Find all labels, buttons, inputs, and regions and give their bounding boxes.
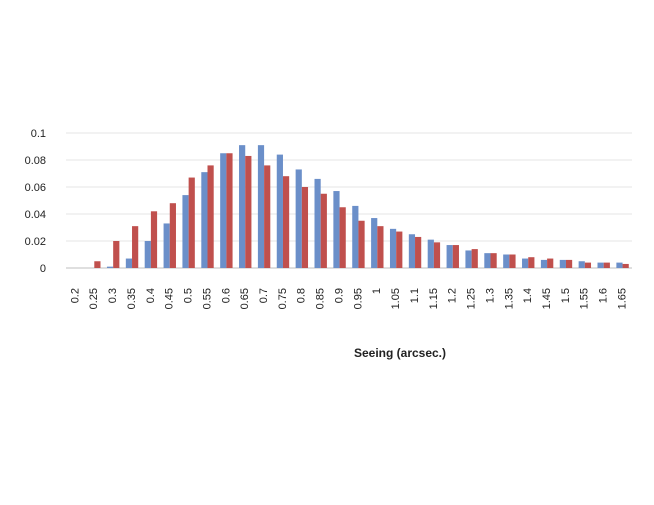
x-tick-label: 1.3: [484, 288, 496, 303]
x-tick-label: 0.6: [220, 288, 232, 303]
x-tick-label: 0.25: [88, 288, 100, 309]
bar-series-2: [433, 242, 441, 268]
gridlines: [66, 132, 632, 269]
bar-series-2: [584, 262, 592, 268]
x-tick-label: 1.5: [560, 288, 572, 303]
x-tick-label: 0.75: [277, 288, 289, 309]
bar-series-2: [94, 261, 101, 268]
x-tick-label: 1.55: [579, 288, 591, 309]
bar-series-2: [396, 231, 403, 268]
x-tick-label: 1.65: [616, 288, 628, 309]
bar-series-2: [377, 226, 384, 268]
bar-series-1: [559, 259, 566, 268]
bar-series-1: [616, 262, 623, 268]
bar-series-2: [547, 258, 554, 268]
x-tick-label: 0.95: [352, 288, 364, 309]
bar-series-1: [125, 258, 133, 268]
bar-series-1: [503, 254, 510, 268]
x-tick-label: 0.2: [69, 288, 81, 303]
bar-series-2: [339, 207, 346, 268]
y-tick-label: 0.02: [25, 236, 46, 248]
bar-series-2: [320, 193, 327, 268]
bar-series-1: [522, 258, 529, 268]
bar-series-1: [371, 218, 378, 268]
x-tick-label: 1: [371, 288, 383, 294]
bar-series-2: [301, 187, 309, 268]
bar-series-2: [509, 254, 516, 268]
bar-series-1: [257, 145, 265, 268]
bar-series-1: [276, 154, 283, 268]
x-tick-label: 1.25: [466, 288, 478, 309]
y-tick-label: 0.08: [25, 155, 46, 167]
x-tick-label: 0.55: [201, 288, 213, 309]
x-axis-title: Seeing (arcsec.): [354, 346, 446, 360]
bar-series-2: [565, 259, 573, 268]
y-tick-label: 0.06: [25, 182, 46, 194]
x-tick-label: 0.35: [126, 288, 138, 309]
bar-series-2: [490, 253, 497, 268]
bar-series-1: [597, 262, 604, 268]
bar-series-2: [188, 177, 195, 268]
x-tick-label: 1.45: [541, 288, 553, 309]
x-tick-label: 1.15: [428, 288, 440, 309]
x-tick-label: 1.05: [390, 288, 402, 309]
bars: [94, 145, 629, 268]
bar-series-1: [144, 241, 151, 268]
bar-series-1: [578, 261, 585, 268]
x-tick-label: 1.4: [522, 288, 534, 303]
bar-series-2: [471, 249, 478, 268]
bar-series-2: [113, 241, 120, 268]
bar-series-2: [264, 165, 271, 268]
x-tick-label: 1.1: [409, 288, 421, 303]
bar-series-2: [226, 153, 233, 268]
bar-series-1: [106, 266, 114, 268]
bar-series-1: [163, 223, 170, 268]
x-tick-label: 1.35: [503, 288, 515, 309]
bar-series-2: [528, 257, 535, 268]
bar-series-1: [352, 205, 359, 268]
x-tick-label: 0.8: [296, 288, 308, 303]
x-tick-label: 0.5: [183, 288, 195, 303]
y-tick-label: 0.1: [31, 128, 46, 140]
bar-series-1: [540, 259, 548, 268]
bar-series-1: [201, 172, 208, 268]
bar-series-1: [295, 169, 302, 268]
bar-series-2: [282, 176, 290, 268]
bar-series-1: [427, 239, 434, 268]
bar-series-1: [389, 228, 397, 268]
bar-series-1: [465, 250, 472, 268]
y-tick-label: 0.04: [25, 209, 46, 221]
bar-series-2: [452, 245, 459, 268]
y-tick-label: 0: [40, 263, 46, 275]
bar-series-1: [182, 195, 189, 268]
x-tick-label: 0.4: [145, 288, 157, 303]
bar-series-2: [245, 155, 252, 268]
x-tick-label: 0.45: [164, 288, 176, 309]
bar-series-1: [239, 145, 246, 268]
x-tick-label: 0.65: [239, 288, 251, 309]
bar-series-2: [150, 211, 158, 268]
x-tick-label: 1.6: [598, 288, 610, 303]
bar-series-1: [408, 234, 416, 268]
x-tick-label: 0.9: [333, 288, 345, 303]
bar-series-2: [207, 165, 214, 268]
x-tick-label: 0.85: [315, 288, 327, 309]
bar-series-1: [220, 153, 227, 268]
bar-series-2: [603, 262, 610, 268]
bar-series-2: [169, 203, 176, 268]
x-tick-label: 1.2: [447, 288, 459, 303]
bar-series-1: [314, 178, 321, 268]
x-tick-label: 0.7: [258, 288, 270, 303]
bar-series-2: [622, 263, 629, 268]
x-tick-label: 0.3: [107, 288, 119, 303]
x-tick-labels: 0.2 0.25 0.3 0.35 0.4 0.45 0.5 0.55 0.6 0.65 0.7 0.…: [69, 288, 628, 309]
bar-series-2: [415, 236, 422, 268]
bar-series-1: [333, 191, 340, 268]
y-tick-labels: 0 0.02 0.04 0.06 0.08 0.1: [25, 128, 46, 275]
bar-series-2: [358, 220, 365, 268]
bar-series-1: [484, 253, 491, 268]
bar-series-2: [132, 226, 139, 268]
bar-series-1: [446, 245, 453, 268]
